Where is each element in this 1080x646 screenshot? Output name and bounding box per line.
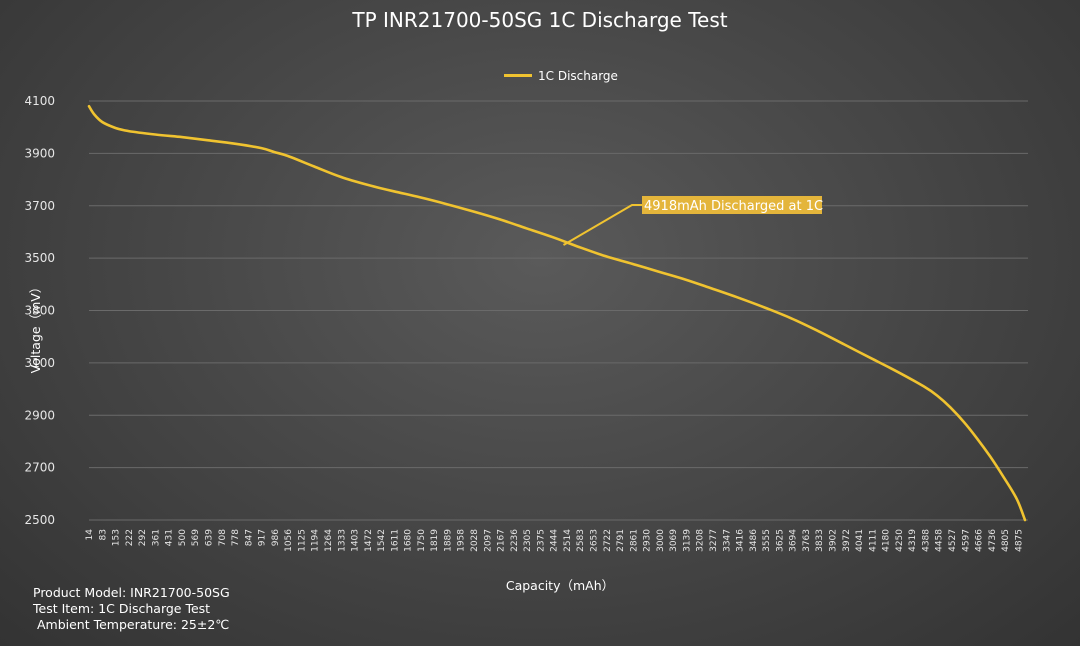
x-tick-label: 2514 <box>563 529 573 552</box>
x-tick-label: 639 <box>205 529 215 546</box>
x-tick-label: 4250 <box>895 529 905 552</box>
legend: 1C Discharge <box>504 69 618 83</box>
x-tick-label: 361 <box>151 529 161 546</box>
ambient-temperature-text: Ambient Temperature: 25±2℃ <box>33 617 230 632</box>
x-tick-label: 3139 <box>682 529 692 552</box>
y-tick-label: 2700 <box>24 461 55 475</box>
x-tick-label: 1958 <box>457 529 467 552</box>
annotation-label: 4918mAh Discharged at 1C <box>644 199 823 214</box>
x-tick-label: 4041 <box>855 529 865 552</box>
x-tick-label: 1750 <box>417 529 427 552</box>
x-tick-label: 1056 <box>284 529 294 552</box>
x-tick-label: 1889 <box>444 529 454 552</box>
x-tick-label: 3000 <box>656 529 666 552</box>
x-tick-label: 708 <box>218 529 228 546</box>
x-tick-label: 2930 <box>643 529 653 552</box>
x-tick-label: 2653 <box>590 529 600 552</box>
y-tick-label: 3300 <box>24 304 55 318</box>
series-line-1c-discharge <box>87 104 1027 522</box>
y-tick-label: 3700 <box>24 199 55 213</box>
y-axis-label: Voltage（mV） <box>28 281 43 374</box>
x-tick-label: 3625 <box>775 529 785 552</box>
x-tick-label: 3972 <box>842 529 852 552</box>
x-tick-label: 1403 <box>351 529 361 552</box>
annotation-layer: 4918mAh Discharged at 1C <box>562 196 823 246</box>
x-tick-label: 2583 <box>576 529 586 552</box>
x-tick-label: 1333 <box>337 529 347 552</box>
x-tick-label: 4111 <box>868 529 878 552</box>
y-tick-label: 2900 <box>24 408 55 422</box>
x-tick-label: 1264 <box>324 529 334 552</box>
x-tick-label: 1611 <box>390 529 400 552</box>
legend-label: 1C Discharge <box>538 69 618 83</box>
y-tick-label: 4100 <box>24 94 55 108</box>
x-tick-label: 2861 <box>629 529 639 552</box>
x-tick-label: 500 <box>178 529 188 546</box>
y-tick-label: 3100 <box>24 356 55 370</box>
x-tick-label: 3694 <box>789 529 799 552</box>
x-axis-label: Capacity（mAh） <box>506 578 614 593</box>
x-tick-label: 4875 <box>1014 529 1024 552</box>
x-tick-label: 4805 <box>1001 529 1011 552</box>
x-tick-label: 778 <box>231 529 241 546</box>
x-tick-label: 153 <box>112 529 122 546</box>
x-tick-label: 569 <box>191 529 201 546</box>
x-tick-label: 431 <box>165 529 175 546</box>
y-tick-label: 2500 <box>24 513 55 527</box>
y-tick-labels: 4100 3900 3700 3500 3300 3100 2900 2700 2500 <box>24 94 55 527</box>
x-tick-label: 1194 <box>311 529 321 552</box>
x-tick-label: 1542 <box>377 529 387 552</box>
x-tick-label: 1125 <box>297 529 307 552</box>
x-tick-label: 2097 <box>483 529 493 552</box>
x-tick-label: 4319 <box>908 529 918 552</box>
x-tick-label: 3208 <box>696 529 706 552</box>
x-tick-label: 3347 <box>722 529 732 552</box>
x-tick-label: 4180 <box>882 529 892 552</box>
x-tick-label: 2722 <box>603 529 613 552</box>
x-tick-label: 4597 <box>961 529 971 552</box>
x-tick-label: 14 <box>85 529 95 541</box>
x-tick-label: 4666 <box>975 529 985 552</box>
y-tick-label: 3900 <box>24 146 55 160</box>
x-tick-label: 2236 <box>510 529 520 552</box>
y-tick-label: 3500 <box>24 251 55 265</box>
x-tick-label: 2444 <box>550 529 560 552</box>
x-tick-label: 847 <box>244 529 254 546</box>
x-tick-label: 83 <box>98 529 108 540</box>
x-tick-label: 3069 <box>669 529 679 552</box>
x-tick-label: 2791 <box>616 529 626 552</box>
x-tick-label: 1472 <box>364 529 374 552</box>
x-tick-label: 3277 <box>709 529 719 552</box>
annotation-leader-line <box>562 204 642 246</box>
x-tick-label: 4736 <box>988 529 998 552</box>
x-tick-label: 4388 <box>921 529 931 552</box>
x-tick-label: 3555 <box>762 529 772 552</box>
x-tick-label: 3416 <box>736 529 746 552</box>
test-item-text: Test Item: 1C Discharge Test <box>33 601 211 616</box>
product-model-text: Product Model: INR21700-50SG <box>33 585 230 600</box>
grid <box>89 100 1028 521</box>
chart-title: TP INR21700-50SG 1C Discharge Test <box>351 8 727 32</box>
x-tick-label: 222 <box>125 529 135 546</box>
x-tick-label: 2305 <box>523 529 533 552</box>
x-tick-label: 1680 <box>404 529 414 552</box>
x-tick-labels: 14 83 153 222 292 361 431 500 569 639 708 778 847 917… <box>85 529 1024 552</box>
x-tick-label: 1819 <box>430 529 440 552</box>
x-tick-label: 917 <box>258 529 268 546</box>
x-tick-label: 3902 <box>829 529 839 552</box>
x-tick-label: 3763 <box>802 529 812 552</box>
x-tick-label: 3833 <box>815 529 825 552</box>
x-tick-label: 2028 <box>470 529 480 552</box>
annotation-box <box>642 196 822 214</box>
x-tick-label: 2167 <box>497 529 507 552</box>
series-layer <box>87 104 1027 522</box>
x-tick-label: 986 <box>271 529 281 546</box>
x-tick-label: 3486 <box>749 529 759 552</box>
x-tick-label: 4527 <box>948 529 958 552</box>
x-tick-label: 2375 <box>536 529 546 552</box>
x-tick-label: 292 <box>138 529 148 546</box>
x-tick-label: 4458 <box>935 529 945 552</box>
